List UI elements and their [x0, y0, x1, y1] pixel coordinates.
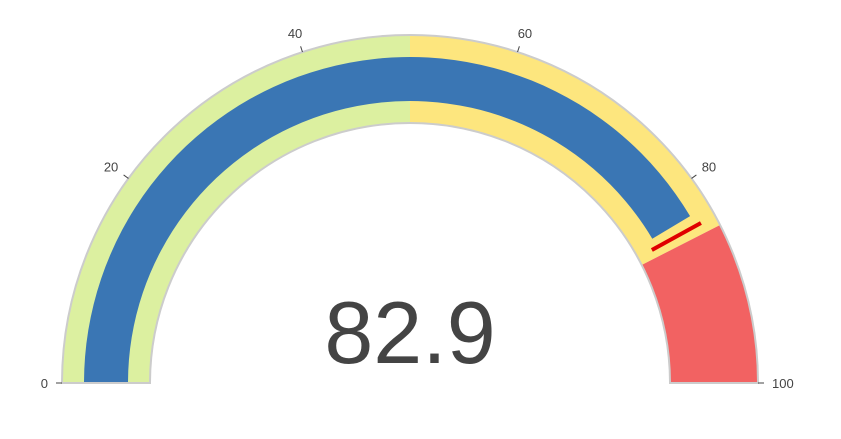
gauge-value-label: 82.9 — [324, 283, 495, 382]
gauge-step-2 — [641, 225, 758, 383]
gauge-tick-mark — [517, 46, 520, 53]
gauge-tick-mark — [123, 174, 129, 179]
gauge-tick-label: 40 — [288, 26, 302, 41]
gauge-ticks: 0 20 40 60 80 100 — [41, 26, 794, 391]
gauge-tick-label: 60 — [518, 26, 532, 41]
gauge-tick-mark — [300, 46, 303, 53]
gauge-step-0 — [62, 35, 410, 383]
gauge-threshold-line — [650, 221, 702, 252]
gauge-border — [60, 34, 760, 384]
gauge-tick-mark — [691, 174, 697, 179]
gauge-value-bar — [84, 57, 691, 383]
gauge-tick-label: 100 — [772, 376, 794, 391]
gauge-tick-label: 0 — [41, 376, 48, 391]
gauge-tick-label: 20 — [104, 160, 118, 175]
gauge-tick-label: 80 — [702, 160, 716, 175]
